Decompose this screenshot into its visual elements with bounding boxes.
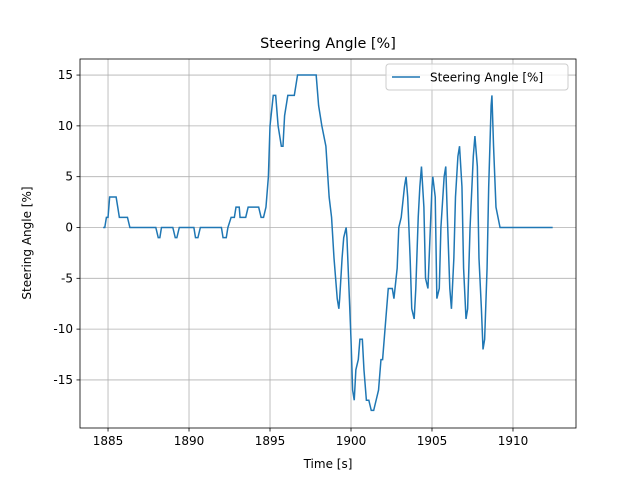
x-tick-label: 1895 [255, 434, 286, 448]
y-tick-label: 15 [58, 68, 73, 82]
x-axis-label: Time [s] [303, 457, 353, 471]
plot-frame [79, 58, 577, 429]
y-tick-label: 0 [65, 220, 73, 234]
data-line [103, 74, 553, 412]
legend-label: Steering Angle [%] [430, 71, 543, 85]
legend-box [385, 63, 569, 91]
chart-title: Steering Angle [%] [260, 36, 396, 52]
y-tick-label: -5 [61, 271, 73, 285]
y-tick-label: -15 [53, 373, 73, 387]
y-axis-label: Steering Angle [%] [20, 186, 34, 299]
x-tick-label: 1900 [336, 434, 367, 448]
y-tick-label: 10 [58, 119, 73, 133]
x-tick-label: 1890 [174, 434, 205, 448]
y-tick-label: 5 [65, 170, 73, 184]
x-tick-label: 1885 [93, 434, 124, 448]
x-tick-label: 1905 [417, 434, 448, 448]
x-tick-label: 1910 [498, 434, 529, 448]
y-tick-label: -10 [53, 322, 73, 336]
